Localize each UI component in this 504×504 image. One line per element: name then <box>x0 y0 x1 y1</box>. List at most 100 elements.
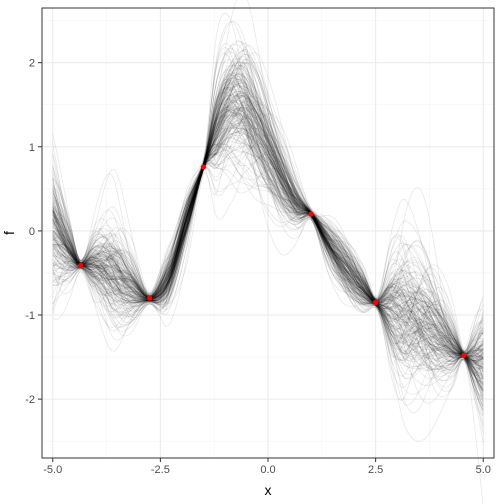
sample-line <box>52 64 484 355</box>
sample-line <box>52 140 484 390</box>
sample-line <box>52 98 484 365</box>
sample-line <box>52 144 484 411</box>
observation-point <box>147 295 153 301</box>
sample-line <box>52 83 484 361</box>
sample-line <box>52 53 484 355</box>
sample-line <box>52 107 484 380</box>
sample-line <box>52 85 484 359</box>
sample-line <box>52 74 484 371</box>
sample-line <box>52 52 484 355</box>
sample-line <box>52 133 484 361</box>
sample-line <box>52 88 484 359</box>
sample-line <box>52 121 484 353</box>
sample-line <box>52 133 484 384</box>
x-tick-label: 2.5 <box>368 464 383 476</box>
sample-line <box>52 79 484 371</box>
y-tick-label: 0 <box>29 226 35 238</box>
sample-line <box>52 143 484 406</box>
sample-line <box>52 40 484 379</box>
sample-line <box>52 77 484 361</box>
sample-line <box>52 114 484 389</box>
sample-line <box>52 100 484 411</box>
sample-line <box>52 59 484 373</box>
sample-line <box>52 115 484 361</box>
sample-line <box>52 67 484 354</box>
sample-line <box>52 110 484 362</box>
sample-line <box>52 88 484 389</box>
sample-line <box>52 115 484 356</box>
sample-line <box>52 93 484 370</box>
sample-line <box>52 78 484 354</box>
sample-line <box>52 21 484 416</box>
sample-line <box>52 0 484 371</box>
sample-line <box>52 82 484 357</box>
sample-line <box>52 91 484 380</box>
sample-line <box>52 116 484 434</box>
sample-line <box>52 89 484 363</box>
sample-line <box>52 124 484 386</box>
sample-line <box>52 78 484 370</box>
y-axis-title: f <box>1 231 17 235</box>
observation-point <box>461 352 467 358</box>
sample-line <box>52 92 484 391</box>
sample-line <box>52 104 484 360</box>
sample-line <box>52 49 484 388</box>
sample-line <box>52 107 484 370</box>
sample-line <box>52 58 484 372</box>
sample-line <box>52 86 484 355</box>
sample-line <box>52 111 484 360</box>
sample-line <box>52 114 484 444</box>
sample-line <box>52 153 484 380</box>
sample-line <box>52 113 484 357</box>
sample-line <box>52 94 484 391</box>
observation-points <box>78 164 467 358</box>
sample-line <box>52 131 484 388</box>
sample-line <box>52 107 484 378</box>
sample-line <box>52 77 484 369</box>
sample-line <box>52 109 484 361</box>
sample-line <box>52 109 484 367</box>
major-gridlines <box>42 8 494 458</box>
sample-line <box>52 109 484 372</box>
sample-line <box>52 94 484 380</box>
sample-line <box>52 53 484 389</box>
sample-line <box>52 101 484 385</box>
sample-line <box>52 86 484 356</box>
x-tick-label: 5.0 <box>476 464 491 476</box>
sample-line <box>52 113 484 359</box>
sample-line <box>52 86 484 397</box>
sample-line <box>52 108 484 399</box>
sample-line <box>52 103 484 358</box>
sample-line <box>52 103 484 377</box>
x-tick-label: 0.0 <box>260 464 275 476</box>
sample-line <box>52 74 484 355</box>
sample-line <box>52 143 484 406</box>
sample-line <box>52 107 484 373</box>
sample-line <box>52 113 484 399</box>
sample-line <box>52 77 484 402</box>
sample-line <box>52 20 484 355</box>
sample-line <box>52 80 484 358</box>
sample-line <box>52 79 484 378</box>
sample-line <box>52 118 484 370</box>
sample-line <box>52 52 484 360</box>
sample-line <box>52 94 484 367</box>
y-tick-label: -1 <box>25 310 35 322</box>
sample-line <box>52 83 484 403</box>
sample-line <box>52 82 484 355</box>
sample-line <box>52 58 484 380</box>
sample-line <box>52 61 484 362</box>
sample-line <box>52 128 484 380</box>
observation-point <box>373 299 379 305</box>
sample-line <box>52 113 484 385</box>
sample-line <box>52 72 484 370</box>
sample-line <box>52 108 484 367</box>
sample-line <box>52 122 484 364</box>
sample-line <box>52 108 484 356</box>
sample-line <box>52 68 484 414</box>
sample-line <box>52 127 484 397</box>
sample-line <box>52 96 484 442</box>
sample-line <box>52 94 484 424</box>
sample-line <box>52 85 484 373</box>
